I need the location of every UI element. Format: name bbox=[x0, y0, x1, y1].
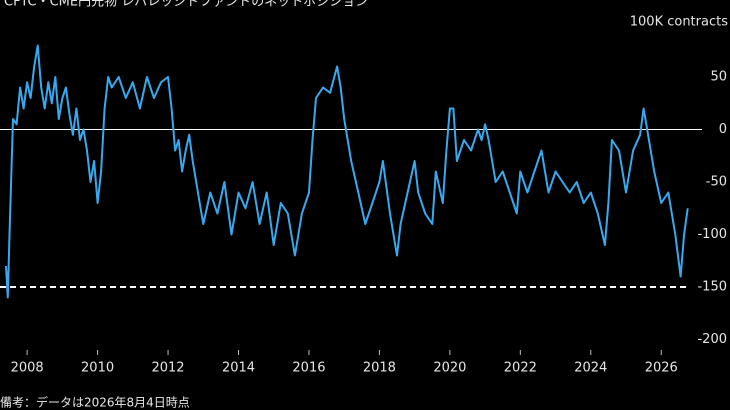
x-tick-label: 2024 bbox=[574, 361, 607, 376]
y-tick-label: -50 bbox=[706, 175, 727, 190]
y-axis-label: 100K contracts bbox=[630, 15, 728, 30]
x-tick-label: 2022 bbox=[504, 361, 537, 376]
x-tick-label: 2016 bbox=[292, 361, 325, 376]
chart-title: CFTC・CME円先物 レバレッジドファンドのネットポジション bbox=[4, 0, 368, 10]
x-tick-label: 2010 bbox=[81, 361, 114, 376]
x-tick-label: 2018 bbox=[363, 361, 396, 376]
y-tick-label: 50 bbox=[710, 70, 727, 85]
y-tick-label: -100 bbox=[697, 227, 727, 242]
x-tick-label: 2012 bbox=[151, 361, 184, 376]
x-tick-label: 2020 bbox=[433, 361, 466, 376]
x-tick-label: 2026 bbox=[645, 361, 678, 376]
y-tick-label: -150 bbox=[697, 280, 727, 295]
footnote: 備考：データは2026年8月4日時点 bbox=[0, 395, 190, 410]
x-tick-label: 2014 bbox=[222, 361, 255, 376]
x-tick-label: 2008 bbox=[11, 361, 44, 376]
y-tick-label: 0 bbox=[719, 122, 727, 137]
series-line bbox=[5, 44, 689, 299]
y-tick-label: -200 bbox=[697, 332, 727, 347]
